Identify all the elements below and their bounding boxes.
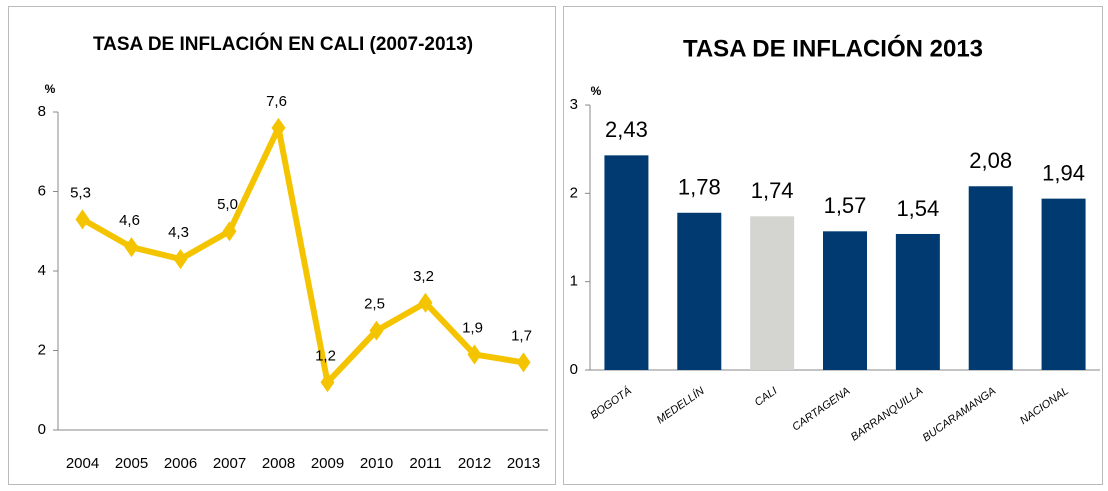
marker xyxy=(75,209,90,230)
panel xyxy=(8,6,556,485)
y-tick-label: 3 xyxy=(570,96,578,113)
data-label: 1,57 xyxy=(824,193,867,218)
marker xyxy=(516,352,531,373)
data-label: 2,08 xyxy=(969,148,1012,173)
data-label: 4,3 xyxy=(168,224,189,241)
x-tick-label: 2010 xyxy=(360,455,393,472)
y-tick-label: 2 xyxy=(570,184,578,201)
y-tick-label: 4 xyxy=(38,262,46,279)
marker xyxy=(222,221,237,242)
data-label: 1,94 xyxy=(1042,160,1085,185)
data-label: 5,3 xyxy=(70,184,91,201)
bar xyxy=(677,212,722,370)
marker xyxy=(418,292,433,313)
line xyxy=(81,124,524,386)
marker xyxy=(369,320,384,341)
chart-title: TASA DE INFLACIÓN EN CALI (2007-2013) xyxy=(93,33,473,55)
data-label: 1,9 xyxy=(462,319,483,336)
marker xyxy=(124,237,139,258)
x-tick-label: 2011 xyxy=(409,455,441,472)
bar xyxy=(968,186,1013,370)
x-tick-label: 2007 xyxy=(213,455,246,472)
marker xyxy=(467,344,482,365)
bar xyxy=(750,216,795,370)
y-tick-label: 6 xyxy=(38,182,46,199)
bar xyxy=(823,231,867,370)
marker xyxy=(320,372,335,393)
marker xyxy=(173,249,188,270)
data-label: 1,78 xyxy=(678,175,721,200)
y-tick-label: 8 xyxy=(38,103,46,120)
y-tick-label: 1 xyxy=(570,273,578,290)
y-tick-label: 0 xyxy=(570,361,578,378)
bar xyxy=(895,233,940,370)
x-tick-label: 2008 xyxy=(262,455,295,472)
data-label: 5,0 xyxy=(217,196,238,213)
data-label: 1,7 xyxy=(511,327,532,344)
x-tick-label: 2013 xyxy=(507,455,540,472)
data-label: 4,6 xyxy=(119,212,140,229)
data-label: 1,54 xyxy=(896,196,939,221)
bar xyxy=(1041,198,1086,370)
x-tick-label: 2009 xyxy=(311,455,344,472)
y-axis-label: % xyxy=(45,82,56,96)
y-tick-label: 0 xyxy=(38,421,46,438)
data-label: 3,2 xyxy=(413,268,434,285)
data-label: 1,2 xyxy=(315,347,336,364)
data-label: 1,74 xyxy=(751,178,794,203)
x-tick-label: 2004 xyxy=(66,455,99,472)
marker xyxy=(271,117,286,138)
data-label: 2,5 xyxy=(364,296,385,313)
data-label: 7,6 xyxy=(266,93,287,110)
x-tick-label: 2005 xyxy=(115,455,148,472)
x-tick-label: 2006 xyxy=(164,455,197,472)
bar xyxy=(604,155,649,370)
y-tick-label: 2 xyxy=(38,341,46,358)
data-label: 2,43 xyxy=(605,117,648,142)
chart-title: TASA DE INFLACIÓN 2013 xyxy=(683,34,983,62)
x-tick-label: 2012 xyxy=(458,455,491,472)
y-axis-label: % xyxy=(591,84,602,98)
